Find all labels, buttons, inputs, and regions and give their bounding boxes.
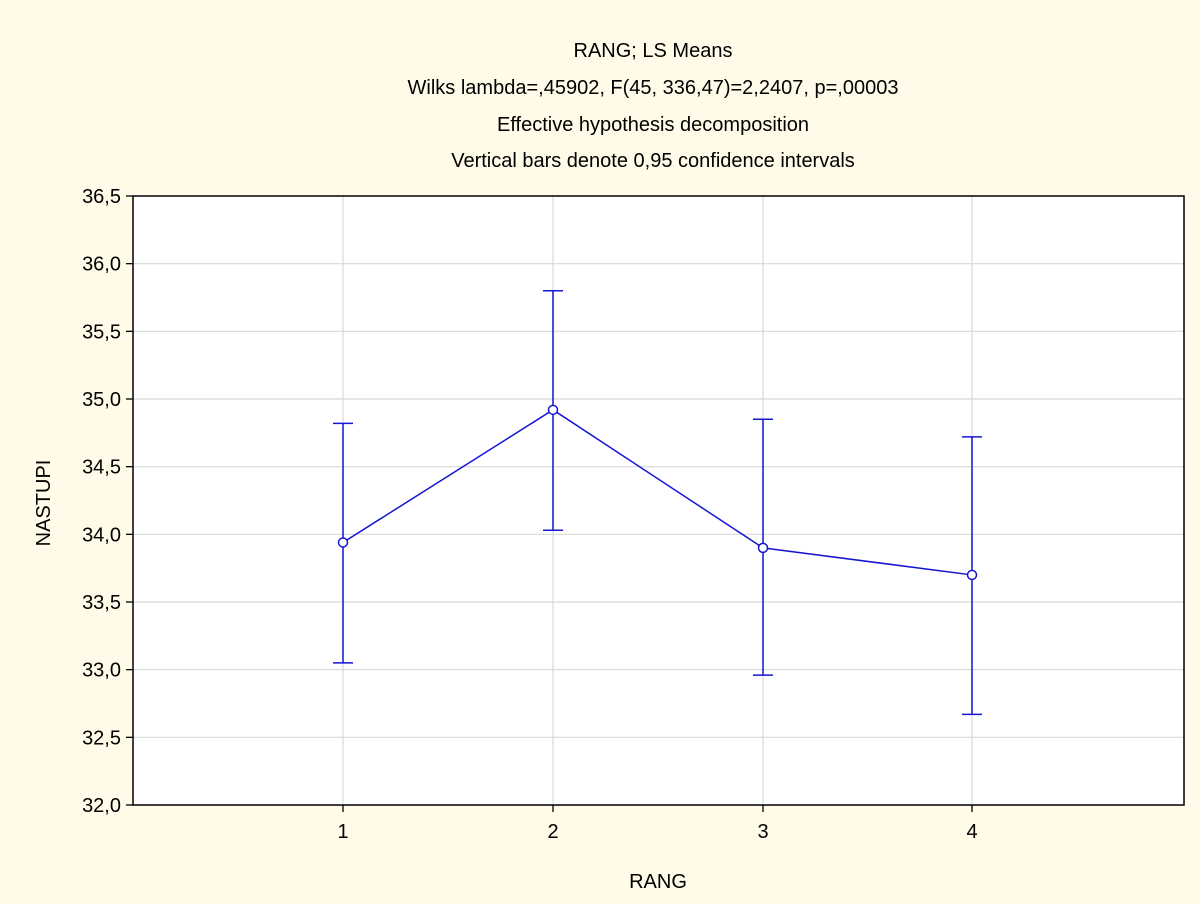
mean-point [547, 404, 559, 416]
series [333, 289, 982, 716]
series-line [342, 408, 973, 576]
title-line-2: Wilks lambda=,45902, F(45, 336,47)=2,240… [408, 77, 899, 99]
x-axis-ticks: 1 2 3 4 [337, 805, 978, 843]
grid [133, 196, 1184, 805]
y-tick-label: 35,5 [82, 321, 121, 343]
y-tick-label: 33,0 [82, 660, 121, 682]
title-line-3: Effective hypothesis decomposition [497, 114, 809, 136]
title-line-4: Vertical bars denote 0,95 confidence int… [451, 150, 855, 172]
y-tick-label: 32,0 [82, 795, 121, 817]
title-line-1: RANG; LS Means [574, 40, 733, 62]
y-tick-label: 36,0 [82, 254, 121, 276]
x-tick-label: 3 [757, 821, 768, 843]
mean-point [757, 542, 769, 554]
x-axis-label: RANG [629, 871, 687, 893]
y-tick-label: 34,0 [82, 524, 121, 546]
plot-frame [132, 195, 1185, 806]
x-tick-label: 2 [547, 821, 558, 843]
x-tick-label: 1 [337, 821, 348, 843]
y-tick-label: 34,5 [82, 457, 121, 479]
mean-point [966, 569, 978, 581]
plot-area [133, 196, 1184, 805]
y-tick-label: 36,5 [82, 186, 121, 208]
y-axis-ticks: 32,0 32,5 33,0 33,5 34,0 34,5 35,0 35,5 36,0 36,5 [82, 186, 133, 817]
chart-title: RANG; LS Means Wilks lambda=,45902, F(45… [408, 40, 899, 172]
mean-point [337, 537, 349, 548]
x-tick-label: 4 [966, 821, 977, 843]
y-tick-label: 35,0 [82, 389, 121, 411]
y-tick-label: 33,5 [82, 592, 121, 614]
y-tick-label: 32,5 [82, 727, 121, 749]
y-axis-label: NASTUPI [33, 460, 55, 547]
